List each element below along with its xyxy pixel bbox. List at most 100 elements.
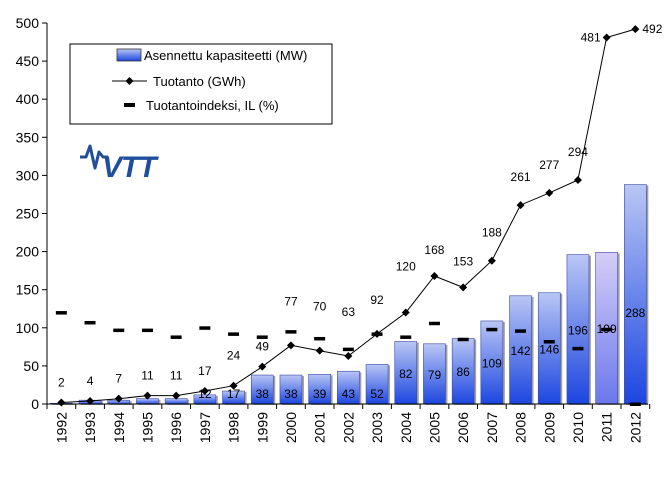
x-tick-label: 2003 — [369, 412, 385, 443]
vtt-logo-text: VTT — [102, 151, 159, 184]
production-marker — [401, 308, 410, 317]
production-data-label: 11 — [141, 369, 154, 383]
capacity-data-label: 109 — [482, 356, 502, 370]
production-data-label: 4 — [87, 374, 94, 388]
y-tick-label: 500 — [16, 15, 40, 31]
y-tick-label: 400 — [16, 91, 40, 107]
x-axis-ticks: 1992 1993 1994 1995 1996 1997 1998 1999 2000 2001… — [46, 404, 651, 443]
production-data-label: 24 — [227, 349, 241, 363]
legend-label-capacity: Asennettu kapasiteetti (MW) — [144, 48, 307, 63]
production-data-label: 77 — [284, 294, 298, 308]
production-marker — [229, 381, 238, 390]
capacity-data-label: 43 — [342, 387, 356, 401]
production-marker — [602, 33, 611, 42]
capacity-data-label: 52 — [370, 387, 384, 401]
x-tick-label: 2002 — [340, 412, 356, 443]
production-data-label: 7 — [115, 372, 122, 386]
x-tick-label: 1993 — [82, 412, 98, 443]
capacity-data-label: 82 — [399, 367, 413, 381]
x-tick-label: 2005 — [426, 412, 442, 443]
production-marker — [487, 256, 496, 265]
index-dash — [170, 335, 182, 339]
y-tick-label: 50 — [23, 358, 39, 374]
y-tick-label: 350 — [16, 129, 40, 145]
production-data-label: 92 — [370, 293, 384, 307]
index-dash — [428, 321, 440, 326]
y-tick-label: 0 — [31, 396, 39, 412]
production-data-label: 188 — [482, 226, 502, 240]
production-data-label: 481 — [581, 30, 601, 44]
legend-diamond-marker — [125, 77, 134, 85]
capacity-data-label: 146 — [539, 342, 559, 356]
x-tick-label: 1999 — [254, 412, 270, 443]
capacity-data-label: 17 — [227, 387, 241, 401]
index-dash — [486, 327, 498, 332]
y-axis-ticks: 0 50 100 150 200 250 300 350 400 450 500 — [16, 15, 47, 412]
capacity-bars — [50, 184, 649, 405]
production-data-label: 294 — [568, 145, 588, 159]
index-dash — [314, 336, 326, 341]
production-data-label: 70 — [313, 300, 327, 314]
x-tick-label: 2010 — [570, 412, 586, 443]
capacity-data-label: 86 — [456, 365, 470, 379]
production-marker — [86, 396, 95, 405]
y-tick-label: 450 — [16, 53, 40, 69]
y-tick-label: 250 — [16, 206, 40, 222]
capacity-data-label: 38 — [284, 387, 298, 401]
production-data-label: 11 — [170, 369, 183, 383]
production-marker — [573, 175, 582, 184]
production-marker — [315, 346, 324, 355]
x-tick-label: 1994 — [111, 412, 127, 443]
production-data-label: 2 — [58, 375, 65, 389]
capacity-data-label: 38 — [256, 387, 270, 401]
production-marker — [516, 201, 525, 210]
y-tick-label: 100 — [16, 320, 40, 336]
capacity-data-label: 142 — [511, 344, 531, 358]
capacity-data-labels: 12173838394352827986109142146196199288 — [198, 306, 646, 401]
production-data-label: 120 — [396, 260, 416, 274]
production-marker — [631, 25, 640, 34]
index-dash — [84, 320, 96, 325]
index-dash — [572, 346, 584, 351]
production-marker — [430, 271, 439, 280]
capacity-data-label: 79 — [428, 368, 442, 382]
legend-item-index: Tuotantoindeksi, IL (%) — [124, 98, 279, 113]
x-tick-label: 1997 — [197, 412, 213, 443]
x-tick-label: 1996 — [168, 412, 184, 443]
index-dash — [141, 328, 153, 333]
production-marker — [200, 387, 209, 396]
production-data-label: 261 — [511, 170, 531, 184]
legend: Asennettu kapasiteetti (MW) Tuotanto (GW… — [69, 43, 333, 125]
index-dash — [601, 327, 613, 332]
production-marker — [57, 398, 66, 407]
capacity-bar — [624, 184, 647, 405]
legend-dash-swatch — [124, 103, 135, 107]
index-dash — [256, 335, 268, 339]
vtt-logo: VTT — [80, 144, 160, 184]
y-tick-label: 150 — [16, 282, 40, 298]
legend-bar-swatch — [116, 48, 142, 62]
vtt-logo-wave — [80, 144, 108, 170]
production-marker — [172, 391, 181, 400]
x-tick-label: 2000 — [283, 412, 299, 443]
production-marker — [344, 351, 353, 360]
capacity-data-label: 288 — [625, 306, 645, 320]
production-data-label: 492 — [642, 22, 662, 36]
production-marker — [143, 391, 152, 400]
production-data-label: 153 — [453, 254, 473, 268]
x-tick-label: 1992 — [53, 412, 69, 443]
production-data-label: 17 — [198, 364, 212, 378]
production-data-label: 168 — [424, 243, 444, 257]
x-tick-label: 2004 — [398, 412, 414, 443]
capacity-bar-shadow — [52, 404, 75, 405]
y-tick-label: 200 — [16, 244, 40, 260]
x-tick-label: 2012 — [627, 412, 643, 443]
legend-item-capacity: Asennettu kapasiteetti (MW) — [116, 48, 307, 63]
x-tick-label: 2008 — [513, 412, 529, 443]
index-dash — [400, 335, 412, 339]
capacity-data-label: 196 — [568, 323, 588, 337]
production-data-label: 63 — [342, 305, 356, 319]
legend-label-index: Tuotantoindeksi, IL (%) — [146, 98, 279, 113]
legend-box — [69, 43, 333, 125]
